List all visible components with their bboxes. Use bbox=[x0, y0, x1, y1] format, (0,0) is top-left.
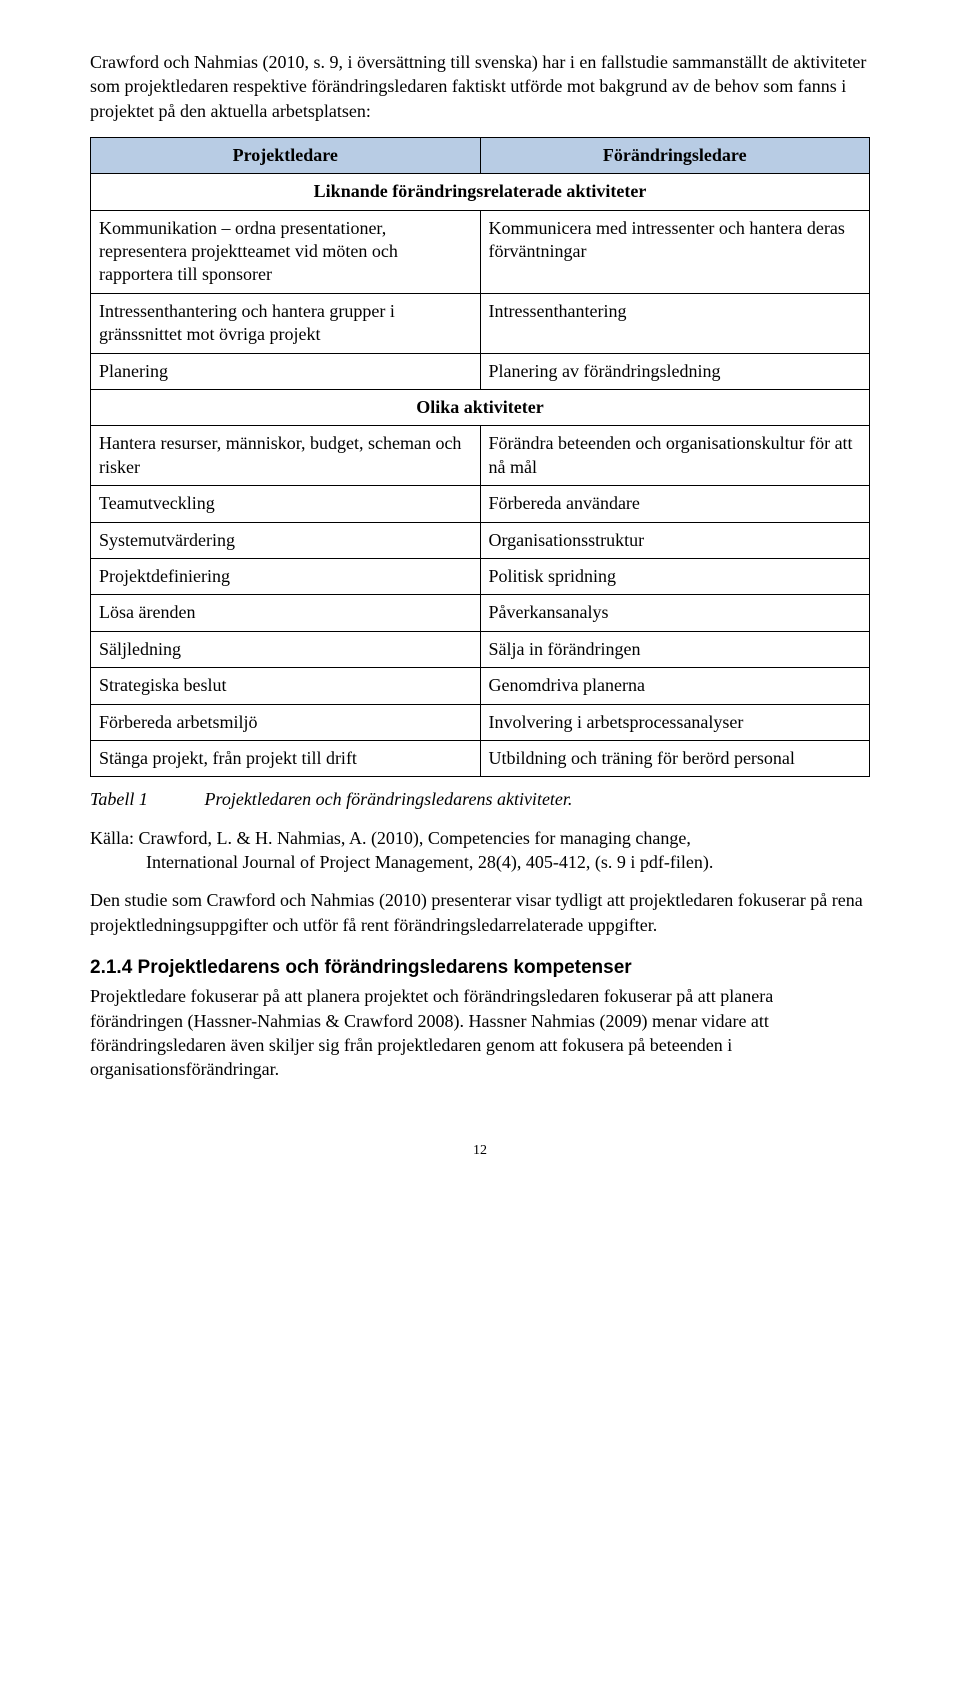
table-row: Säljledning Sälja in förändringen bbox=[91, 631, 870, 667]
page-number: 12 bbox=[90, 1142, 870, 1161]
cell-left: Strategiska beslut bbox=[91, 668, 481, 704]
cell-left: Kommunikation – ordna presentationer, re… bbox=[91, 210, 481, 293]
caption-label: Tabell 1 bbox=[90, 787, 200, 811]
cell-left: Systemutvärdering bbox=[91, 522, 481, 558]
table-row: Förbereda arbetsmiljö Involvering i arbe… bbox=[91, 704, 870, 740]
cell-right: Utbildning och träning för berörd person… bbox=[480, 740, 870, 776]
cell-right: Organisationsstruktur bbox=[480, 522, 870, 558]
cell-right: Kommunicera med intressenter och hantera… bbox=[480, 210, 870, 293]
table-row: Hantera resurser, människor, budget, sch… bbox=[91, 426, 870, 486]
table-row: Strategiska beslut Genomdriva planerna bbox=[91, 668, 870, 704]
cell-left: Stänga projekt, från projekt till drift bbox=[91, 740, 481, 776]
header-right: Förändringsledare bbox=[480, 137, 870, 173]
cell-right: Genomdriva planerna bbox=[480, 668, 870, 704]
cell-left: Hantera resurser, människor, budget, sch… bbox=[91, 426, 481, 486]
table-row: Projektdefiniering Politisk spridning bbox=[91, 558, 870, 594]
document-page: Crawford och Nahmias (2010, s. 9, i över… bbox=[0, 0, 960, 1201]
section-similar: Liknande förändringsrelaterade aktivitet… bbox=[91, 174, 870, 210]
cell-left: Lösa ärenden bbox=[91, 595, 481, 631]
table-row: Stänga projekt, från projekt till drift … bbox=[91, 740, 870, 776]
table-row: Teamutveckling Förbereda användare bbox=[91, 486, 870, 522]
intro-paragraph: Crawford och Nahmias (2010, s. 9, i över… bbox=[90, 50, 870, 123]
heading-body-paragraph: Projektledare fokuserar på att planera p… bbox=[90, 984, 870, 1081]
section-different: Olika aktiviteter bbox=[91, 390, 870, 426]
cell-right: Politisk spridning bbox=[480, 558, 870, 594]
activities-table: Projektledare Förändringsledare Liknande… bbox=[90, 137, 870, 777]
section-different-cell: Olika aktiviteter bbox=[91, 390, 870, 426]
cell-left: Intressenthantering och hantera grupper … bbox=[91, 293, 481, 353]
cell-right: Sälja in förändringen bbox=[480, 631, 870, 667]
table-row: Kommunikation – ordna presentationer, re… bbox=[91, 210, 870, 293]
paragraph-after-source: Den studie som Crawford och Nahmias (201… bbox=[90, 888, 870, 937]
header-left: Projektledare bbox=[91, 137, 481, 173]
source-line-1: Källa: Crawford, L. & H. Nahmias, A. (20… bbox=[90, 828, 691, 848]
section-heading: 2.1.4 Projektledarens och förändringsled… bbox=[90, 955, 870, 981]
cell-left: Planering bbox=[91, 353, 481, 389]
section-similar-cell: Liknande förändringsrelaterade aktivitet… bbox=[91, 174, 870, 210]
table-header-row: Projektledare Förändringsledare bbox=[91, 137, 870, 173]
table-row: Systemutvärdering Organisationsstruktur bbox=[91, 522, 870, 558]
cell-left: Teamutveckling bbox=[91, 486, 481, 522]
table-caption: Tabell 1 Projektledaren och förändringsl… bbox=[90, 787, 870, 811]
cell-left: Säljledning bbox=[91, 631, 481, 667]
cell-right: Påverkansanalys bbox=[480, 595, 870, 631]
cell-right: Planering av förändringsledning bbox=[480, 353, 870, 389]
source-citation: Källa: Crawford, L. & H. Nahmias, A. (20… bbox=[90, 826, 870, 875]
cell-left: Förbereda arbetsmiljö bbox=[91, 704, 481, 740]
caption-text: Projektledaren och förändringsledarens a… bbox=[205, 789, 573, 809]
source-line-2: International Journal of Project Managem… bbox=[90, 850, 870, 874]
table-row: Planering Planering av förändringslednin… bbox=[91, 353, 870, 389]
table-row: Lösa ärenden Påverkansanalys bbox=[91, 595, 870, 631]
cell-right: Förändra beteenden och organisationskult… bbox=[480, 426, 870, 486]
cell-right: Förbereda användare bbox=[480, 486, 870, 522]
cell-right: Involvering i arbetsprocessanalyser bbox=[480, 704, 870, 740]
cell-right: Intressenthantering bbox=[480, 293, 870, 353]
table-row: Intressenthantering och hantera grupper … bbox=[91, 293, 870, 353]
cell-left: Projektdefiniering bbox=[91, 558, 481, 594]
